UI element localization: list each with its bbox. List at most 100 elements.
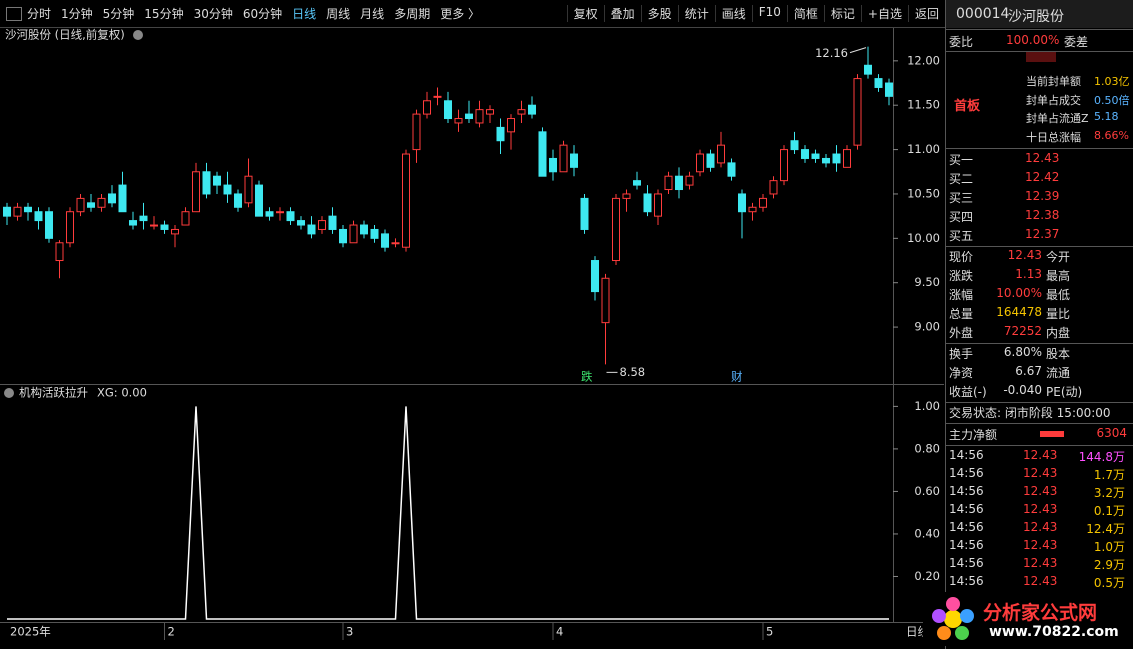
period-button[interactable]: 分时: [27, 7, 52, 21]
candle-body: [622, 193, 631, 199]
period-button[interactable]: 更多 〉: [440, 7, 481, 21]
candle-body: [412, 113, 421, 151]
candle-body: [538, 131, 547, 177]
background: [0, 27, 944, 647]
period-button[interactable]: 5分钟: [102, 7, 135, 21]
stock-name: 沙河股份: [1008, 9, 1064, 25]
candle-body: [213, 175, 221, 186]
candle-body: [790, 140, 799, 151]
stat-label: 收益(-): [949, 385, 987, 399]
candle-body: [129, 220, 137, 226]
tool-button[interactable]: 多股: [640, 5, 678, 22]
tick-price: 12.43: [1023, 574, 1058, 588]
candle-body: [160, 224, 169, 230]
candle-body: [496, 126, 505, 142]
bid-price: 12.43: [1025, 151, 1060, 165]
separator: [946, 51, 1133, 52]
pointer: [849, 47, 867, 54]
candle-body: [885, 82, 893, 97]
separator: [946, 343, 1133, 344]
period-button[interactable]: 周线: [326, 7, 351, 21]
stat-value: 6.67: [1015, 364, 1042, 378]
tool-button[interactable]: 画线: [714, 5, 752, 22]
candle-body: [45, 211, 53, 239]
period-button[interactable]: 月线: [360, 7, 385, 21]
candle-body: [223, 184, 232, 195]
y-tick-label: 9.50: [914, 275, 940, 289]
tool-button[interactable]: 统计: [677, 5, 715, 22]
collapse-button[interactable]: [1026, 52, 1056, 62]
candle-body: [150, 224, 158, 227]
menu-icon[interactable]: [4, 388, 14, 398]
tool-button[interactable]: 叠加: [603, 5, 641, 22]
stat-value: 10.00%: [996, 286, 1042, 300]
y-tick-label: 9.00: [914, 320, 940, 334]
tick-price: 12.43: [1023, 448, 1058, 462]
tool-group: 复权 叠加 多股 统计 画线 F10 简框 标记 +自选 返回: [566, 5, 945, 22]
x-tick-label: 3: [346, 625, 353, 639]
tick-volume: 0.5万: [1093, 576, 1125, 590]
x-tick-label: 4: [556, 625, 563, 639]
y-tick-label: 0.60: [914, 484, 940, 498]
candle-body: [13, 206, 22, 217]
tick-volume: 12.4万: [1086, 522, 1125, 536]
tick-time: 14:56: [949, 448, 984, 462]
tick-volume: 2.9万: [1093, 558, 1125, 572]
logo: [932, 597, 974, 640]
stat-value: 164478: [996, 305, 1042, 319]
flow-bar: [1040, 431, 1064, 437]
candle-body: [654, 193, 662, 217]
candle-body: [55, 242, 64, 262]
period-button[interactable]: 30分钟: [193, 7, 233, 21]
candle-body: [454, 118, 463, 124]
tool-button[interactable]: 返回: [907, 5, 945, 22]
tool-button[interactable]: 复权: [566, 5, 604, 22]
period-button[interactable]: 日线: [292, 7, 317, 21]
candle-body: [780, 149, 788, 182]
tick-time: 14:56: [949, 484, 984, 498]
candle-body: [685, 175, 694, 186]
candle-body: [108, 193, 116, 204]
candle-body: [76, 197, 85, 213]
candle-body: [349, 224, 358, 244]
bid-label: 买三: [949, 191, 974, 205]
candle-body: [832, 153, 841, 164]
tool-button[interactable]: 简框: [786, 5, 824, 22]
indicator-value: XG: 0.00: [97, 386, 147, 400]
tool-button[interactable]: +自选: [860, 5, 908, 22]
candle-body: [66, 211, 74, 244]
tool-button[interactable]: F10: [751, 5, 787, 22]
label: 委比: [949, 35, 974, 49]
tick-time: 14:56: [949, 574, 984, 588]
bid-price: 12.38: [1025, 208, 1060, 222]
tick-volume: 144.8万: [1078, 450, 1125, 464]
period-button[interactable]: 60分钟: [242, 7, 283, 21]
bid-price: 12.39: [1025, 189, 1060, 203]
candle-body: [139, 215, 148, 222]
candle-body: [643, 193, 652, 213]
period-button[interactable]: 15分钟: [144, 7, 184, 21]
stat-label: 换手: [949, 347, 974, 361]
candle-body: [276, 211, 284, 214]
tick-volume: 0.1万: [1093, 504, 1125, 518]
menu-icon[interactable]: [133, 30, 143, 40]
period-button[interactable]: 1分钟: [61, 7, 93, 21]
y-tick-label: 10.00: [907, 231, 940, 245]
candle-body: [3, 206, 11, 217]
candle-body: [24, 206, 32, 213]
x-tick-label: 2: [168, 625, 175, 639]
separator: [946, 148, 1133, 149]
tick-price: 12.43: [1023, 556, 1058, 570]
stat-label: 最低: [1046, 288, 1071, 302]
candle-body: [696, 153, 704, 173]
max-label: 12.16: [815, 46, 848, 60]
separator: [946, 423, 1133, 424]
period-button[interactable]: 多周期: [394, 7, 431, 21]
bid-price: 12.37: [1025, 227, 1060, 241]
candle-body: [738, 193, 746, 213]
tool-button[interactable]: 标记: [823, 5, 861, 22]
tick-volume: 1.7万: [1093, 468, 1125, 482]
toolbar-icon[interactable]: [6, 6, 22, 21]
separator: [946, 29, 1133, 30]
candle-body: [87, 202, 95, 208]
